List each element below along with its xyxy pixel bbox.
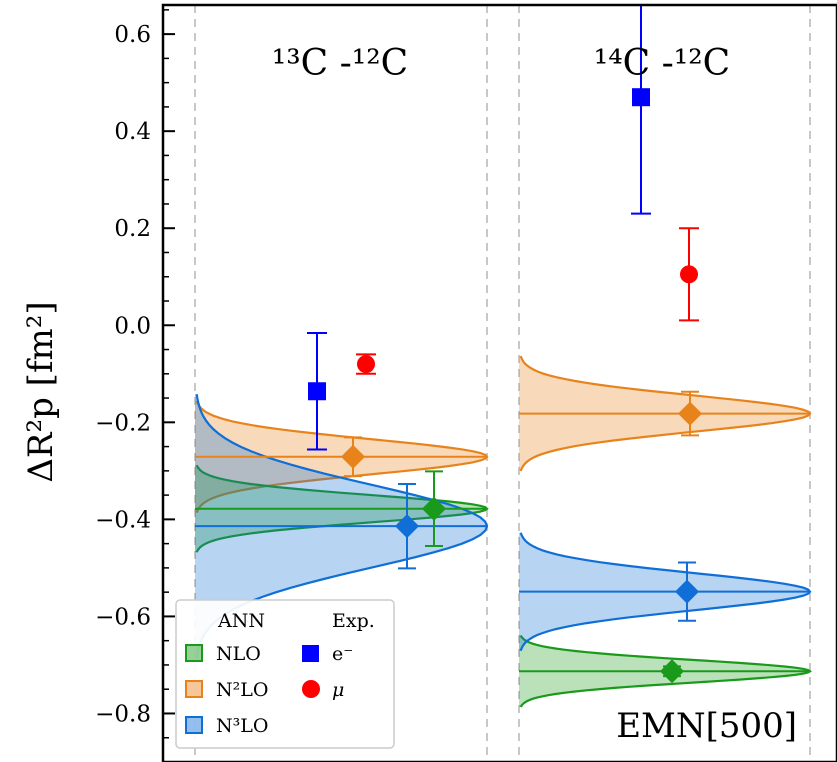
exp-point-electron-panel1 — [632, 88, 650, 107]
point-n2lo-panel1 — [678, 401, 702, 426]
model-annotation: EMN[500] — [616, 706, 797, 746]
y-tick-label: 0.6 — [114, 22, 151, 48]
legend-swatch-nlo — [185, 644, 203, 662]
legend-label-nlo: NLO — [216, 643, 261, 665]
markers — [195, 5, 810, 684]
y-tick-label: 0.4 — [114, 119, 151, 145]
exp-point-muon-panel0 — [357, 355, 375, 374]
legend-title-exp: Exp. — [332, 610, 375, 632]
legend-marker-electron — [302, 645, 319, 662]
point-nlo-panel0 — [422, 496, 446, 521]
panel-label-13c: ¹³C -¹²C — [272, 43, 408, 84]
legend-swatch-n3lo — [185, 716, 203, 734]
legend-box — [175, 599, 395, 749]
legend-marker-muon — [302, 680, 320, 698]
plot-frame — [161, 3, 837, 762]
legend-label-n3lo: N³LO — [216, 715, 268, 737]
y-axis-label: ΔR²p [fm²] — [21, 301, 61, 482]
legend-label-n2lo: N²LO — [216, 679, 268, 701]
point-n3lo-panel0 — [395, 514, 419, 539]
legend-swatch-n2lo — [185, 680, 203, 698]
point-n2lo-panel0 — [341, 444, 365, 469]
legend-title-ann: ANN — [217, 610, 265, 632]
y-axis: 0.6 0.4 0.2 0.0 −0.2 −0.4 −0.6 −0.8 — [95, 9, 175, 762]
legend-label-muon: μ — [332, 679, 344, 701]
panel-label-14c: ¹⁴C -¹²C — [594, 43, 730, 84]
y-tick-label: −0.8 — [95, 701, 151, 727]
legend: ANN Exp. NLO N²LO N³LO e⁻ μ — [175, 599, 395, 749]
exp-point-electron-panel0 — [308, 382, 326, 401]
legend-label-electron: e⁻ — [332, 643, 353, 665]
y-tick-label: −0.4 — [95, 507, 151, 533]
y-tick-label: 0.0 — [114, 313, 151, 339]
point-n3lo-panel1 — [675, 579, 699, 604]
point-nlo-panel1 — [660, 659, 684, 684]
y-tick-label: 0.2 — [114, 216, 151, 242]
y-tick-label: −0.6 — [95, 604, 151, 630]
y-tick-label: −0.2 — [95, 410, 151, 436]
exp-point-muon-panel1 — [680, 265, 698, 284]
